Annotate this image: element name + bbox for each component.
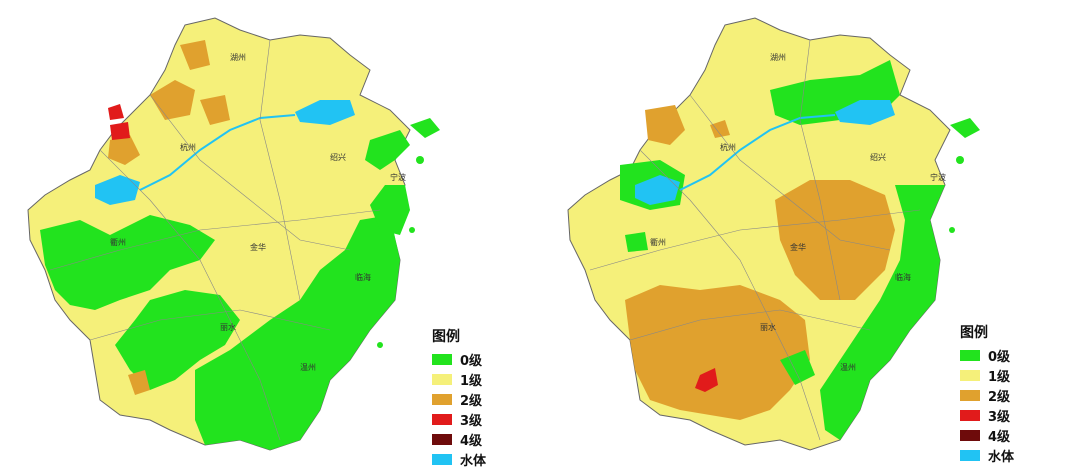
- legend-item-4: 4级: [432, 429, 486, 449]
- legend-item-4: 4级: [960, 425, 1014, 445]
- right-legend: 图例 0级 1级 2级 3级 4级 水体: [960, 322, 1014, 465]
- level2-north-patch: [710, 120, 730, 138]
- swatch-level0: [432, 353, 452, 365]
- swatch-level2: [432, 393, 452, 405]
- city-label-shaoxing: 绍兴: [870, 152, 886, 162]
- qiantang-river: [139, 114, 296, 191]
- district-boundaries: [589, 39, 921, 441]
- city-label-lishui: 丽水: [760, 322, 776, 332]
- legend-item-3: 3级: [432, 409, 486, 429]
- swatch-level1: [960, 369, 980, 381]
- island: [409, 227, 415, 233]
- legend-label: 0级: [988, 349, 1011, 365]
- level0-south-region: [195, 215, 400, 450]
- city-labels: 湖州 杭州 绍兴 宁波 金华 衢州 丽水 温州 临海: [110, 53, 406, 372]
- swatch-level3: [960, 409, 980, 421]
- city-label-hangzhou: 杭州: [180, 142, 196, 152]
- swatch-water: [432, 453, 452, 465]
- swatch-level4: [960, 429, 980, 441]
- city-label-shaoxing: 绍兴: [330, 152, 346, 162]
- legend-label: 1级: [460, 373, 483, 389]
- level3-patch-1: [108, 104, 124, 120]
- city-label-jinhua: 金华: [250, 242, 266, 252]
- left-drought-map: 湖州 杭州 绍兴 宁波 金华 衢州 丽水 温州 临海 图例 0级 1级 2级 3…: [0, 0, 540, 469]
- legend-label: 4级: [460, 433, 483, 449]
- legend-item-3: 3级: [960, 405, 1014, 425]
- swatch-level0: [960, 349, 980, 361]
- level0-east-coast: [365, 130, 410, 170]
- legend-label: 0级: [460, 353, 483, 369]
- legend-item-1: 1级: [432, 369, 486, 389]
- right-map-svg: 湖州 杭州 绍兴 宁波 金华 衢州 丽水 温州 临海: [567, 17, 980, 451]
- level2-south-patch: [128, 370, 150, 395]
- swatch-level3: [432, 413, 452, 425]
- district-boundaries: [49, 39, 381, 441]
- swatch-level2: [960, 389, 980, 401]
- qiandao-lake: [635, 175, 680, 205]
- city-label-ningbo: 宁波: [930, 172, 946, 182]
- city-label-wenzhou: 温州: [300, 363, 316, 372]
- legend-item-2: 2级: [432, 389, 486, 409]
- legend-item-1: 1级: [960, 365, 1014, 385]
- level2-north-patch-2: [180, 40, 210, 70]
- level0-ningbo-region: [370, 185, 410, 235]
- island: [956, 156, 964, 164]
- qiandao-lake: [95, 175, 140, 205]
- city-label-taizhou: 临海: [895, 272, 911, 282]
- level0-coast-region: [820, 185, 945, 440]
- swatch-level1: [432, 373, 452, 385]
- legend-label: 水体: [460, 453, 487, 469]
- city-label-taizhou: 临海: [355, 272, 371, 282]
- city-label-hangzhou: 杭州: [720, 142, 736, 152]
- legend-item-2: 2级: [960, 385, 1014, 405]
- legend-item-0: 0级: [960, 345, 1014, 365]
- qiantang-bay: [835, 100, 895, 125]
- legend-label: 1级: [988, 369, 1011, 385]
- city-labels: 湖州 杭州 绍兴 宁波 金华 衢州 丽水 温州 临海: [650, 53, 946, 372]
- legend-title: 图例: [432, 329, 460, 345]
- level2-west-patch: [108, 135, 140, 165]
- level0-south-patch: [780, 350, 815, 385]
- level2-south-region: [625, 285, 810, 420]
- city-label-huzhou: 湖州: [230, 53, 246, 62]
- legend-title: 图例: [960, 325, 988, 341]
- left-map-svg: 湖州 杭州 绍兴 宁波 金华 衢州 丽水 温州 临海: [27, 17, 440, 451]
- legend-item-5: 水体: [432, 449, 486, 469]
- legend-label: 水体: [988, 449, 1015, 465]
- city-label-ningbo: 宁波: [390, 172, 406, 182]
- left-legend: 图例 0级 1级 2级 3级 4级 水体: [432, 326, 486, 469]
- legend-label: 3级: [988, 409, 1011, 425]
- legend-item-5: 水体: [960, 445, 1014, 465]
- level3-patch: [695, 368, 718, 392]
- level0-west-region: [40, 215, 215, 310]
- zhoushan-islands: [410, 118, 440, 138]
- level2-northwest-patch: [645, 105, 685, 145]
- city-label-jinhua: 金华: [790, 242, 806, 252]
- qiantang-bay: [295, 100, 355, 125]
- city-label-huzhou: 湖州: [770, 53, 786, 62]
- level2-central-patch: [200, 95, 230, 125]
- right-drought-map: 湖州 杭州 绍兴 宁波 金华 衢州 丽水 温州 临海 图例 0级 1级 2级 3…: [540, 0, 1080, 465]
- swatch-level4: [432, 433, 452, 445]
- city-label-wenzhou: 温州: [840, 363, 856, 372]
- legend-label: 2级: [460, 393, 483, 409]
- island: [416, 156, 424, 164]
- swatch-water: [960, 449, 980, 461]
- legend-label: 2级: [988, 389, 1011, 405]
- legend-item-0: 0级: [432, 349, 486, 369]
- legend-label: 3级: [460, 413, 483, 429]
- qiantang-river: [679, 114, 836, 191]
- city-label-lishui: 丽水: [220, 322, 236, 332]
- zhoushan-islands: [950, 118, 980, 138]
- level0-central-patch: [625, 232, 648, 252]
- level3-patch-2: [110, 122, 130, 140]
- island: [949, 227, 955, 233]
- city-label-quzhou: 衢州: [650, 237, 666, 247]
- legend-label: 4级: [988, 429, 1011, 445]
- level2-central-region: [775, 180, 895, 300]
- island: [377, 342, 383, 348]
- city-label-quzhou: 衢州: [110, 237, 126, 247]
- level0-southwest-region: [115, 290, 240, 390]
